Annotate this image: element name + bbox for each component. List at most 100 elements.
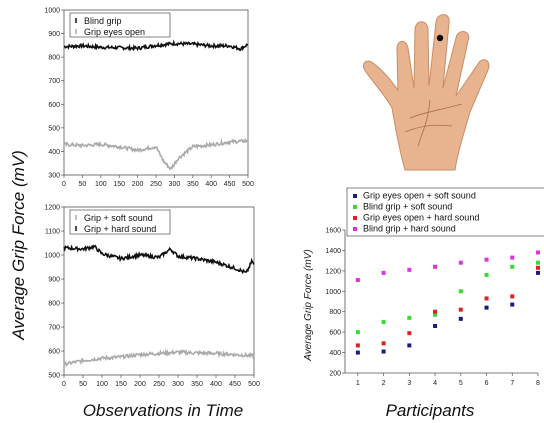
x-tick-label: 400 xyxy=(210,381,222,388)
scatter-point-s0-p7 xyxy=(536,270,540,275)
shared-y-axis-label: Average Grip Force (mV) xyxy=(9,150,28,341)
scatter-point-s1-p0 xyxy=(355,330,360,335)
y-tick-label: 600 xyxy=(48,349,60,356)
scatter-point-s2-p4 xyxy=(458,307,463,312)
blind-vs-eyes-open-line-chart: 0 50 100 150 200 250 300 350 400 450 500 300 400 500 6… xyxy=(44,8,254,189)
legend-swatch xyxy=(353,227,357,231)
scatter-y-axis-label: Average Grip Force (mV) xyxy=(303,249,314,362)
x-tick-label: 4 xyxy=(433,380,437,387)
scatter-point-s1-p4 xyxy=(458,289,463,294)
y-tick-label: 800 xyxy=(48,55,60,62)
y-tick-label: 500 xyxy=(48,125,60,132)
x-tick-label: 100 xyxy=(96,381,108,388)
x-tick-label: 1 xyxy=(356,380,360,387)
legend-label: Grip + hard sound xyxy=(84,224,156,234)
x-tick-label: 150 xyxy=(115,381,127,388)
y-tick-label: 1000 xyxy=(44,8,60,15)
y-tick-label: 1100 xyxy=(45,229,60,236)
scatter-point-s2-p6 xyxy=(510,294,515,299)
hand-palm-shape xyxy=(363,14,490,171)
y-tick-label: 700 xyxy=(48,325,60,332)
participants-x-axis-label: Participants xyxy=(386,401,475,420)
x-tick-label: 2 xyxy=(382,380,386,387)
x-tick-label: 350 xyxy=(187,181,199,188)
scatter-point-s3-p2 xyxy=(407,267,412,272)
x-tick-label: 300 xyxy=(169,181,181,188)
left-x-axis-label: Observations in Time xyxy=(83,401,243,420)
scatter-point-s3-p7 xyxy=(536,250,540,255)
scatter-point-s2-p5 xyxy=(484,296,489,301)
y-tick-label: 500 xyxy=(48,373,60,380)
legend-label: Grip + soft sound xyxy=(84,213,153,223)
x-tick-label: 250 xyxy=(150,181,162,188)
legend-swatch xyxy=(353,194,357,198)
scatter-point-s1-p3 xyxy=(433,312,438,317)
y-tick-label: 700 xyxy=(48,78,60,85)
x-tick-label: 3 xyxy=(407,380,411,387)
participants-scatter-chart: 1 2 3 4 5 6 7 8 200 400 600 800 1000 1200 1400 1600 Grip… xyxy=(325,187,544,387)
scatter-point-s3-p0 xyxy=(355,278,360,283)
scatter-point-s0-p4 xyxy=(458,316,463,321)
x-tick-label: 7 xyxy=(510,380,514,387)
legend-box xyxy=(69,209,171,235)
y-tick-label: 800 xyxy=(329,309,341,316)
x-tick-label: 300 xyxy=(172,381,184,388)
scatter-point-s3-p3 xyxy=(433,264,438,269)
x-tick-label: 0 xyxy=(62,381,66,388)
y-tick-label: 600 xyxy=(329,330,341,337)
series-line-0 xyxy=(63,348,255,368)
scatter-point-s2-p0 xyxy=(355,343,360,348)
legend-label: Blind grip + hard sound xyxy=(363,224,456,234)
x-tick-label: 8 xyxy=(536,380,540,387)
y-tick-label: 1000 xyxy=(44,253,60,260)
scatter-point-s0-p6 xyxy=(510,302,515,307)
x-tick-label: 500 xyxy=(242,181,254,188)
y-tick-label: 600 xyxy=(48,102,60,109)
y-tick-label: 1600 xyxy=(325,228,341,235)
x-tick-label: 450 xyxy=(224,181,236,188)
y-tick-label: 900 xyxy=(48,31,60,38)
scatter-point-s0-p0 xyxy=(355,350,360,355)
scatter-point-s0-p1 xyxy=(381,349,386,354)
series-line-1 xyxy=(63,138,249,171)
scatter-point-s3-p4 xyxy=(458,260,463,265)
scatter-point-s3-p6 xyxy=(510,255,515,260)
y-tick-label: 300 xyxy=(48,173,60,180)
y-tick-label: 200 xyxy=(329,371,341,378)
legend-swatch xyxy=(353,216,357,220)
scatter-point-s1-p1 xyxy=(381,319,386,324)
legend-label: Blind grip xyxy=(84,16,122,26)
legend-swatch xyxy=(353,205,357,209)
scatter-point-s1-p6 xyxy=(510,264,515,269)
fingertip-dot xyxy=(436,34,444,42)
palm-crease-lines xyxy=(404,99,463,147)
scatter-point-s0-p2 xyxy=(407,343,412,348)
hand-photo xyxy=(354,3,524,173)
x-tick-label: 100 xyxy=(95,181,107,188)
x-tick-label: 5 xyxy=(459,380,463,387)
series-line-0 xyxy=(63,39,249,52)
scatter-point-s2-p3 xyxy=(433,309,438,314)
y-tick-label: 900 xyxy=(48,277,60,284)
x-tick-label: 150 xyxy=(113,181,125,188)
legend-box xyxy=(346,187,544,237)
y-tick-label: 1200 xyxy=(325,268,341,275)
scatter-point-s3-p1 xyxy=(381,270,386,275)
y-tick-label: 1400 xyxy=(325,248,341,255)
x-tick-label: 50 xyxy=(79,381,87,388)
soft-vs-hard-sound-line-chart: 0 50 100 150 200 250 300 350 400 450 500 500 600 700 8… xyxy=(44,205,260,389)
x-tick-label: 400 xyxy=(205,181,217,188)
x-tick-label: 6 xyxy=(485,380,489,387)
x-tick-label: 250 xyxy=(153,381,165,388)
y-tick-label: 1200 xyxy=(44,205,60,212)
x-tick-label: 500 xyxy=(248,381,260,388)
scatter-point-s2-p1 xyxy=(381,341,386,346)
x-tick-label: 200 xyxy=(132,181,144,188)
x-tick-label: 0 xyxy=(62,181,66,188)
x-tick-label: 50 xyxy=(79,181,87,188)
scatter-point-s1-p5 xyxy=(484,272,489,277)
legend-label: Grip eyes open + hard sound xyxy=(363,213,479,223)
scatter-point-s3-p5 xyxy=(484,257,489,262)
scatter-point-s2-p7 xyxy=(536,265,540,270)
